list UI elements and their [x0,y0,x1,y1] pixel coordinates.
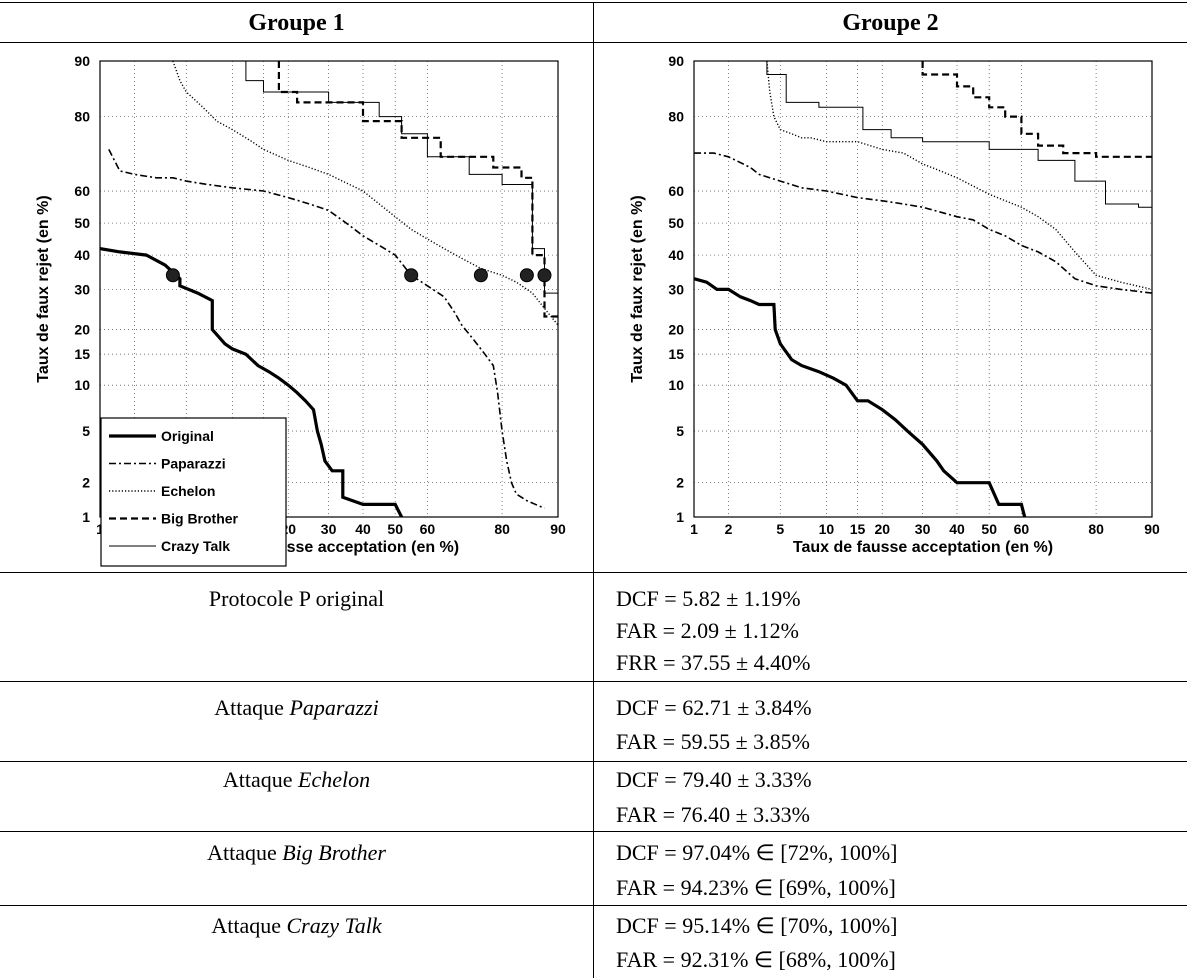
result-label-big-brother: Attaque Big Brother [207,840,386,865]
y-tick-label: 1 [82,509,90,525]
x-tick-label: 1 [690,521,698,537]
x-tick-label: 90 [550,521,566,537]
y-tick-label: 40 [74,247,90,263]
group-1-title: Groupe 1 [248,10,345,36]
x-tick-label: 10 [819,521,835,537]
det-chart-group-1: 1251015203040506080901251015203040506080… [35,53,566,567]
series-crazy-talk [766,61,1152,208]
result-line: DCF = 5.82 ± 1.19% [616,586,801,611]
y-tick-label: 60 [668,183,684,199]
x-tick-label: 20 [874,521,890,537]
y-tick-label: 60 [74,183,90,199]
y-axis-label: Taux de faux rejet (en %) [629,195,646,382]
operating-point-marker [473,268,488,283]
x-tick-label: 2 [725,521,733,537]
y-tick-label: 20 [74,322,90,338]
y-tick-label: 15 [74,346,90,362]
legend-label: Original [161,428,214,444]
x-tick-label: 80 [1088,521,1104,537]
series-paparazzi [108,149,545,510]
x-tick-label: 60 [1014,521,1030,537]
result-label-original: Protocole P original [208,586,385,611]
group-2-title: Groupe 2 [842,10,939,36]
plot-frame [693,60,1153,518]
x-tick-label: 90 [1144,521,1160,537]
result-label-crazy-talk: Attaque Crazy Talk [211,913,382,938]
series-echelon [172,61,558,326]
x-tick-label: 40 [949,521,965,537]
series-paparazzi [694,152,1152,294]
operating-point-marker [404,268,419,283]
legend-label: Echelon [161,483,215,499]
y-tick-label: 80 [668,109,684,125]
x-axis-label: Taux de fausse acceptation (en %) [793,539,1053,556]
y-axis-label: Taux de faux rejet (en %) [35,195,52,382]
result-line: FAR = 2.09 ± 1.12% [616,618,799,643]
result-line: FAR = 92.31% ∈ [68%, 100%] [616,947,896,972]
y-tick-label: 5 [676,423,684,439]
series-big-brother [277,61,558,318]
y-tick-label: 20 [668,322,684,338]
series-big-brother [921,61,1152,158]
y-tick-label: 10 [668,377,684,393]
y-tick-label: 90 [74,53,90,69]
legend-box [100,417,287,567]
result-line: FAR = 76.40 ± 3.33% [616,802,810,827]
result-line: DCF = 97.04% ∈ [72%, 100%] [616,840,898,865]
result-label-echelon: Attaque Echelon [222,767,371,792]
y-tick-label: 90 [668,53,684,69]
y-tick-label: 30 [74,281,90,297]
y-tick-label: 50 [74,215,90,231]
legend-label: Crazy Talk [161,538,230,554]
series-crazy-talk [245,61,558,294]
result-line: FRR = 37.55 ± 4.40% [616,650,811,675]
y-tick-label: 1 [676,509,684,525]
y-tick-label: 15 [668,346,684,362]
x-tick-label: 50 [981,521,997,537]
y-tick-label: 50 [668,215,684,231]
operating-point-marker [537,268,552,283]
result-line: FAR = 59.55 ± 3.85% [616,729,810,754]
x-tick-label: 30 [915,521,931,537]
plot-frame [99,60,559,518]
y-tick-label: 10 [74,377,90,393]
result-line: DCF = 79.40 ± 3.33% [616,767,812,792]
y-tick-label: 30 [668,281,684,297]
result-line: DCF = 62.71 ± 3.84% [616,695,812,720]
series-original [694,277,1027,517]
x-tick-label: 40 [355,521,371,537]
series-original [100,247,404,517]
x-tick-label: 1 [96,521,104,537]
y-tick-label: 80 [74,109,90,125]
operating-point-marker [165,268,180,283]
result-label-paparazzi: Attaque Paparazzi [214,695,379,720]
legend-label: Big Brother [161,511,239,527]
x-tick-label: 15 [850,521,866,537]
operating-point-marker [519,268,534,283]
result-line: FAR = 94.23% ∈ [69%, 100%] [616,875,896,900]
x-tick-label: 80 [494,521,510,537]
x-tick-label: 60 [420,521,436,537]
y-tick-label: 5 [82,423,90,439]
x-tick-label: 30 [321,521,337,537]
y-tick-label: 40 [668,247,684,263]
x-tick-label: 5 [776,521,784,537]
y-tick-label: 2 [676,475,684,491]
column-divider [593,2,594,978]
result-line: DCF = 95.14% ∈ [70%, 100%] [616,913,898,938]
series-echelon [766,61,1152,291]
x-tick-label: 50 [387,521,403,537]
legend-label: Paparazzi [161,456,226,472]
y-tick-label: 2 [82,475,90,491]
det-chart-group-2: 1 2 5 10 15 20 30 40 50 60 80 90 1 2 5 10 15 20 30 40 50 60 80… [629,53,1160,556]
